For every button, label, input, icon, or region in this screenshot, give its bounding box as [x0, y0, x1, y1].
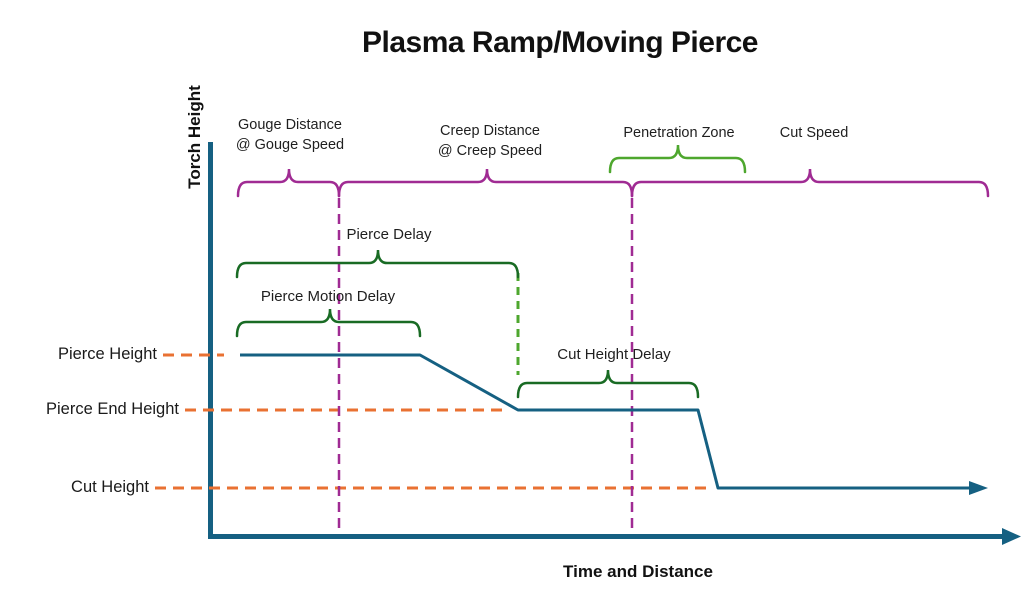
creep-distance-label-line1: Creep Distance — [440, 123, 540, 139]
torch-height-profile-line — [240, 353, 972, 490]
gouge-distance-label: Gouge Distance @ Gouge Speed — [220, 115, 360, 155]
cut-height-delay-brace — [516, 369, 700, 399]
creep-distance-label-line2: @ Creep Speed — [437, 143, 543, 159]
x-axis-arrowhead-icon — [1002, 528, 1021, 545]
pierce-motion-delay-brace — [235, 308, 422, 338]
pierce-delay-label: Pierce Delay — [346, 226, 432, 243]
creep-distance-brace — [337, 168, 634, 198]
pierce-height-label: Pierce Height — [57, 345, 157, 363]
pierce-end-height-label: Pierce End Height — [46, 400, 179, 418]
gouge-distance-label-line1: Gouge Distance — [238, 117, 342, 133]
gouge-distance-label-line2: @ Gouge Speed — [235, 137, 345, 153]
cut-speed-brace — [630, 168, 990, 198]
penetration-zone-label: Penetration Zone — [623, 125, 735, 141]
y-axis-label: Torch Height — [185, 85, 204, 189]
cut-height-delay-label: Cut Height Delay — [557, 346, 671, 363]
pierce-motion-delay-label: Pierce Motion Delay — [260, 288, 396, 305]
creep-distance-label: Creep Distance @ Creep Speed — [420, 121, 560, 161]
x-axis-label: Time and Distance — [563, 562, 713, 581]
pierce-delay-brace — [235, 249, 520, 279]
xy-axes-line — [208, 142, 1004, 539]
penetration-zone-brace — [608, 144, 747, 174]
gouge-distance-brace — [236, 168, 341, 198]
profile-arrowhead-icon — [969, 481, 988, 495]
cut-speed-label: Cut Speed — [779, 125, 849, 141]
page-title: Plasma Ramp/Moving Pierce — [362, 26, 759, 59]
cut-height-label: Cut Height — [71, 478, 149, 496]
